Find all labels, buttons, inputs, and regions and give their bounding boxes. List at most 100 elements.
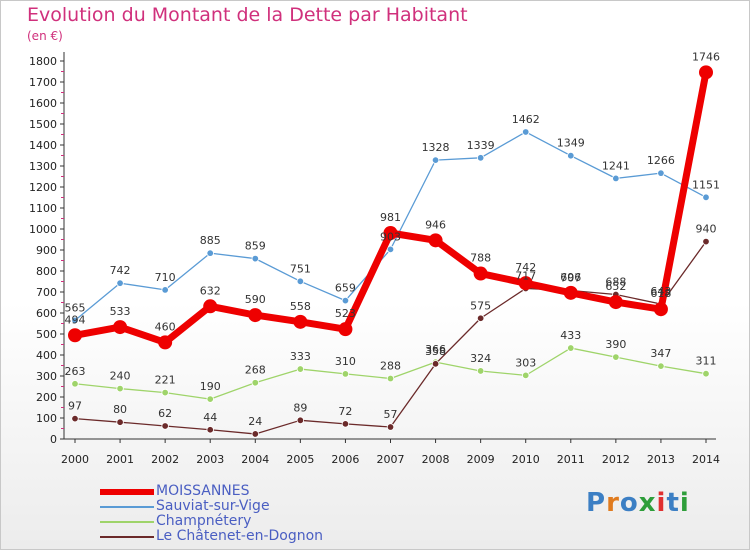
data-point [476, 367, 485, 375]
data-label: 565 [65, 301, 86, 314]
data-label: 268 [245, 364, 266, 377]
y-tick-label: 1000 [29, 223, 57, 236]
y-tick-label: 1600 [29, 97, 57, 110]
x-tick-label: 2009 [467, 453, 495, 466]
data-label: 742 [110, 264, 131, 277]
y-tick-label: 1200 [29, 181, 57, 194]
data-label: 652 [605, 280, 626, 293]
data-label: 1349 [557, 137, 585, 150]
logo-letter: P [586, 488, 607, 518]
logo-letter: r [606, 488, 620, 518]
legend-label: MOISSANNES [156, 483, 250, 499]
data-point [386, 245, 395, 254]
data-point [71, 380, 79, 388]
data-label: 643 [650, 285, 671, 298]
y-tick-label: 900 [36, 244, 57, 257]
data-label: 575 [470, 299, 491, 312]
data-label: 742 [515, 261, 536, 274]
y-tick-label: 1800 [29, 55, 57, 68]
data-point [699, 65, 713, 80]
data-point [518, 276, 533, 291]
x-tick-label: 2000 [61, 453, 89, 466]
data-point [431, 360, 440, 368]
data-label: 1746 [692, 50, 720, 63]
x-tick-label: 2014 [692, 453, 720, 466]
data-label: 24 [248, 415, 262, 428]
data-label: 710 [155, 271, 176, 284]
data-point [476, 154, 485, 162]
data-label: 1462 [512, 113, 540, 126]
data-label: 358 [425, 345, 446, 358]
data-label: 240 [110, 370, 131, 383]
data-label: 1241 [602, 159, 630, 172]
y-tick-label: 600 [36, 307, 57, 320]
legend-swatch-moissannes [100, 489, 154, 495]
chart-title: Evolution du Montant de la Dette par Hab… [27, 4, 468, 26]
data-label: 347 [650, 347, 671, 360]
data-point [293, 314, 308, 329]
data-point [248, 308, 263, 323]
x-tick-label: 2002 [151, 453, 179, 466]
x-tick-label: 2013 [647, 453, 675, 466]
y-tick-label: 1300 [29, 160, 57, 173]
data-label: 707 [560, 272, 581, 285]
data-label: 311 [696, 355, 717, 368]
data-point [296, 416, 305, 425]
data-label: 333 [290, 350, 311, 363]
legend-swatch-sauviat [100, 506, 154, 508]
data-point [71, 414, 79, 423]
data-point [608, 295, 623, 310]
data-point [161, 422, 169, 430]
y-tick-label: 800 [36, 265, 57, 278]
data-label: 263 [65, 365, 86, 378]
data-point [386, 374, 395, 383]
data-point [702, 369, 710, 378]
data-label: 80 [113, 403, 127, 416]
data-label: 859 [245, 240, 266, 253]
data-label: 533 [110, 305, 131, 318]
x-tick-label: 2005 [286, 453, 314, 466]
y-tick-label: 500 [36, 328, 57, 341]
data-point [657, 169, 665, 177]
data-label: 190 [200, 380, 221, 393]
data-label: 44 [203, 411, 217, 424]
data-label: 751 [290, 262, 311, 275]
data-point [71, 316, 79, 325]
data-point [116, 279, 124, 287]
data-label: 688 [605, 276, 626, 289]
data-point [522, 371, 530, 380]
logo-letter: o [619, 488, 639, 518]
data-label: 324 [470, 352, 491, 365]
x-tick-label: 2003 [196, 453, 224, 466]
data-label: 523 [335, 307, 356, 320]
data-label: 390 [605, 338, 626, 351]
data-label: 72 [338, 405, 352, 418]
data-label: 1151 [692, 178, 720, 191]
data-point [653, 302, 668, 317]
data-label: 89 [293, 401, 307, 414]
data-point [612, 353, 620, 361]
y-tick-label: 300 [36, 370, 57, 383]
x-tick-label: 2007 [377, 453, 405, 466]
data-point [251, 379, 259, 387]
logo-letter: x [638, 488, 657, 518]
data-point [68, 328, 82, 343]
data-label: 618 [650, 287, 671, 300]
data-point [386, 423, 395, 431]
data-point [476, 314, 485, 322]
y-tick-label: 1100 [29, 202, 57, 215]
logo-letter: t [666, 488, 680, 518]
data-label: 696 [560, 271, 581, 284]
data-point [702, 237, 710, 246]
data-label: 717 [515, 269, 536, 282]
data-point [657, 362, 665, 370]
data-label: 940 [696, 223, 717, 236]
legend-label: Champnétery [156, 513, 252, 529]
legend-label: Le Châtenet-en-Dognon [156, 528, 324, 544]
data-point [296, 365, 305, 373]
legend-swatch-champnetery [100, 521, 154, 523]
data-point [567, 152, 575, 160]
data-point [563, 285, 578, 300]
x-tick-label: 2010 [512, 453, 540, 466]
data-point [383, 225, 398, 240]
